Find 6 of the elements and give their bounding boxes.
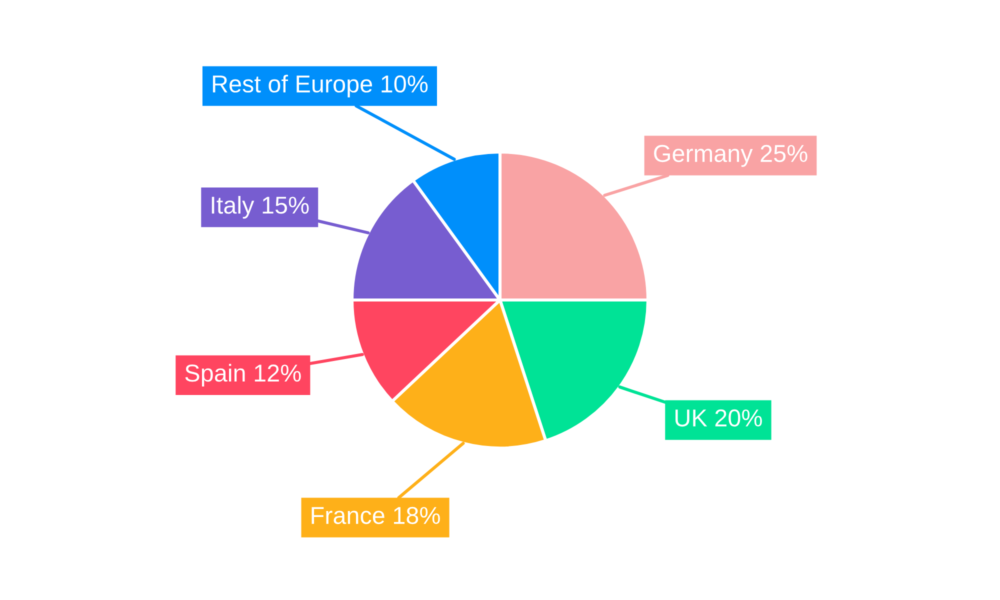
slice-label: France 18%	[312, 506, 440, 524]
slice-label: Italy 15%	[212, 196, 309, 219]
slice-label: Germany 25%	[654, 144, 808, 167]
slice-label: UK 20%	[676, 409, 762, 427]
slice-label: Spain 12%	[185, 364, 301, 387]
slice-label: Rest of Europe 10%	[212, 74, 428, 98]
